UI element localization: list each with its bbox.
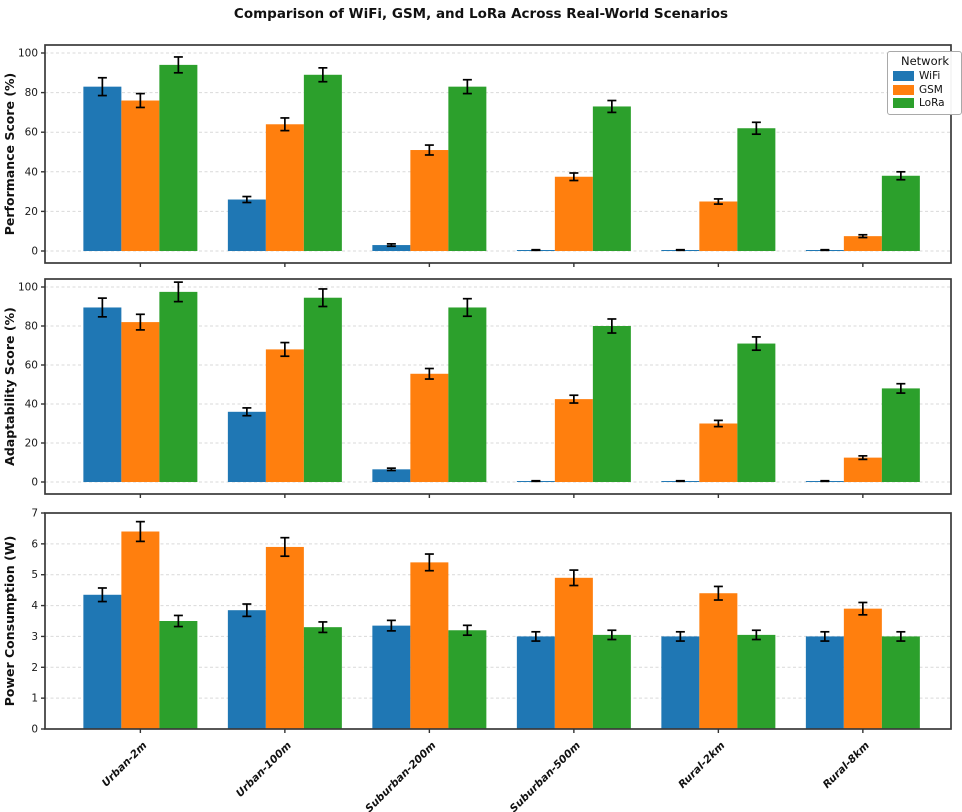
y-tick-label: 0 xyxy=(31,246,38,258)
x-tick-label: Urban-100m xyxy=(234,740,294,800)
bar-wifi xyxy=(227,610,266,729)
y-tick-label: 7 xyxy=(31,508,38,520)
bar-wifi xyxy=(83,86,122,251)
wifi-swatch-icon xyxy=(893,71,914,82)
y-tick-label: 3 xyxy=(31,631,38,643)
plot-spine xyxy=(44,44,952,264)
bar-gsm xyxy=(699,593,738,729)
bar-wifi xyxy=(83,594,122,729)
bar-wifi xyxy=(516,636,555,729)
bar-lora xyxy=(303,74,342,251)
bar-lora xyxy=(881,636,920,729)
legend-label-wifi: WiFi xyxy=(919,70,941,82)
x-tick-label: Rural-2km xyxy=(676,740,727,791)
bar-lora xyxy=(592,326,631,482)
bar-lora xyxy=(592,634,631,729)
bar-gsm xyxy=(410,373,449,482)
plot-spine xyxy=(44,512,952,730)
bar-wifi xyxy=(805,636,844,729)
bar-wifi xyxy=(661,636,700,729)
bar-gsm xyxy=(554,399,593,482)
x-tick-label: Urban-2m xyxy=(100,740,150,790)
y-axis-label: Power Consumption (W) xyxy=(2,536,17,707)
bar-lora xyxy=(303,297,342,482)
y-tick-label: 4 xyxy=(31,600,38,612)
bar-wifi xyxy=(227,199,266,251)
lora-swatch-icon xyxy=(893,98,914,109)
bar-gsm xyxy=(121,322,160,482)
bar-gsm xyxy=(843,608,882,729)
y-axis-label: Adaptability Score (%) xyxy=(2,307,17,466)
bar-wifi xyxy=(372,625,411,729)
legend: Network WiFi GSM LoRa xyxy=(887,51,962,115)
bar-gsm xyxy=(265,349,304,482)
y-tick-label: 40 xyxy=(25,399,38,411)
bar-gsm xyxy=(699,423,738,482)
bar-lora xyxy=(159,291,198,482)
legend-item-wifi: WiFi xyxy=(893,71,957,82)
bar-lora xyxy=(737,343,776,482)
bar-lora xyxy=(159,64,198,251)
bar-lora xyxy=(881,388,920,482)
bar-lora xyxy=(448,86,487,251)
chart-title: Comparison of WiFi, GSM, and LoRa Across… xyxy=(233,6,729,22)
y-tick-label: 2 xyxy=(31,662,38,674)
y-tick-label: 1 xyxy=(31,693,38,705)
y-tick-label: 20 xyxy=(25,206,38,218)
bar-lora xyxy=(159,621,198,729)
y-tick-label: 60 xyxy=(25,127,38,139)
bar-lora xyxy=(881,175,920,251)
bar-gsm xyxy=(265,124,304,251)
bar-wifi xyxy=(227,411,266,482)
legend-item-lora: LoRa xyxy=(893,98,957,109)
bar-gsm xyxy=(699,201,738,251)
legend-item-gsm: GSM xyxy=(893,83,957,96)
y-tick-label: 6 xyxy=(31,538,38,550)
x-tick-label: Suburban-200m xyxy=(363,740,438,812)
y-tick-label: 80 xyxy=(25,87,38,99)
y-tick-label: 40 xyxy=(25,166,38,178)
bar-lora xyxy=(737,634,776,729)
y-tick-label: 80 xyxy=(25,321,38,333)
bar-lora xyxy=(592,106,631,252)
legend-label-lora: LoRa xyxy=(919,97,945,109)
legend-label-gsm: GSM xyxy=(919,83,943,96)
bar-gsm xyxy=(554,176,593,251)
legend-title: Network xyxy=(900,54,950,68)
y-tick-label: 100 xyxy=(18,48,38,60)
bar-wifi xyxy=(372,245,411,251)
x-tick-label: Rural-8km xyxy=(821,740,872,791)
bar-gsm xyxy=(410,562,449,729)
bar-lora xyxy=(303,627,342,729)
y-tick-label: 100 xyxy=(18,282,38,294)
bar-gsm xyxy=(265,546,304,729)
y-tick-label: 60 xyxy=(25,360,38,372)
bar-wifi xyxy=(372,469,411,482)
bar-gsm xyxy=(121,100,160,252)
y-axis-label: Performance Score (%) xyxy=(2,73,17,236)
bar-gsm xyxy=(410,150,449,251)
y-tick-label: 0 xyxy=(31,724,38,736)
gsm-swatch-icon xyxy=(893,84,914,95)
bar-lora xyxy=(737,128,776,251)
bar-wifi xyxy=(83,307,122,482)
bar-gsm xyxy=(843,236,882,251)
y-tick-label: 5 xyxy=(31,569,38,581)
y-tick-label: 0 xyxy=(31,477,38,489)
bar-lora xyxy=(448,307,487,482)
bar-lora xyxy=(448,630,487,729)
bar-gsm xyxy=(554,577,593,729)
bar-gsm xyxy=(121,531,160,729)
plot-spine xyxy=(44,278,952,495)
bar-gsm xyxy=(843,457,882,482)
x-tick-label: Suburban-500m xyxy=(508,740,583,812)
y-tick-label: 20 xyxy=(25,438,38,450)
